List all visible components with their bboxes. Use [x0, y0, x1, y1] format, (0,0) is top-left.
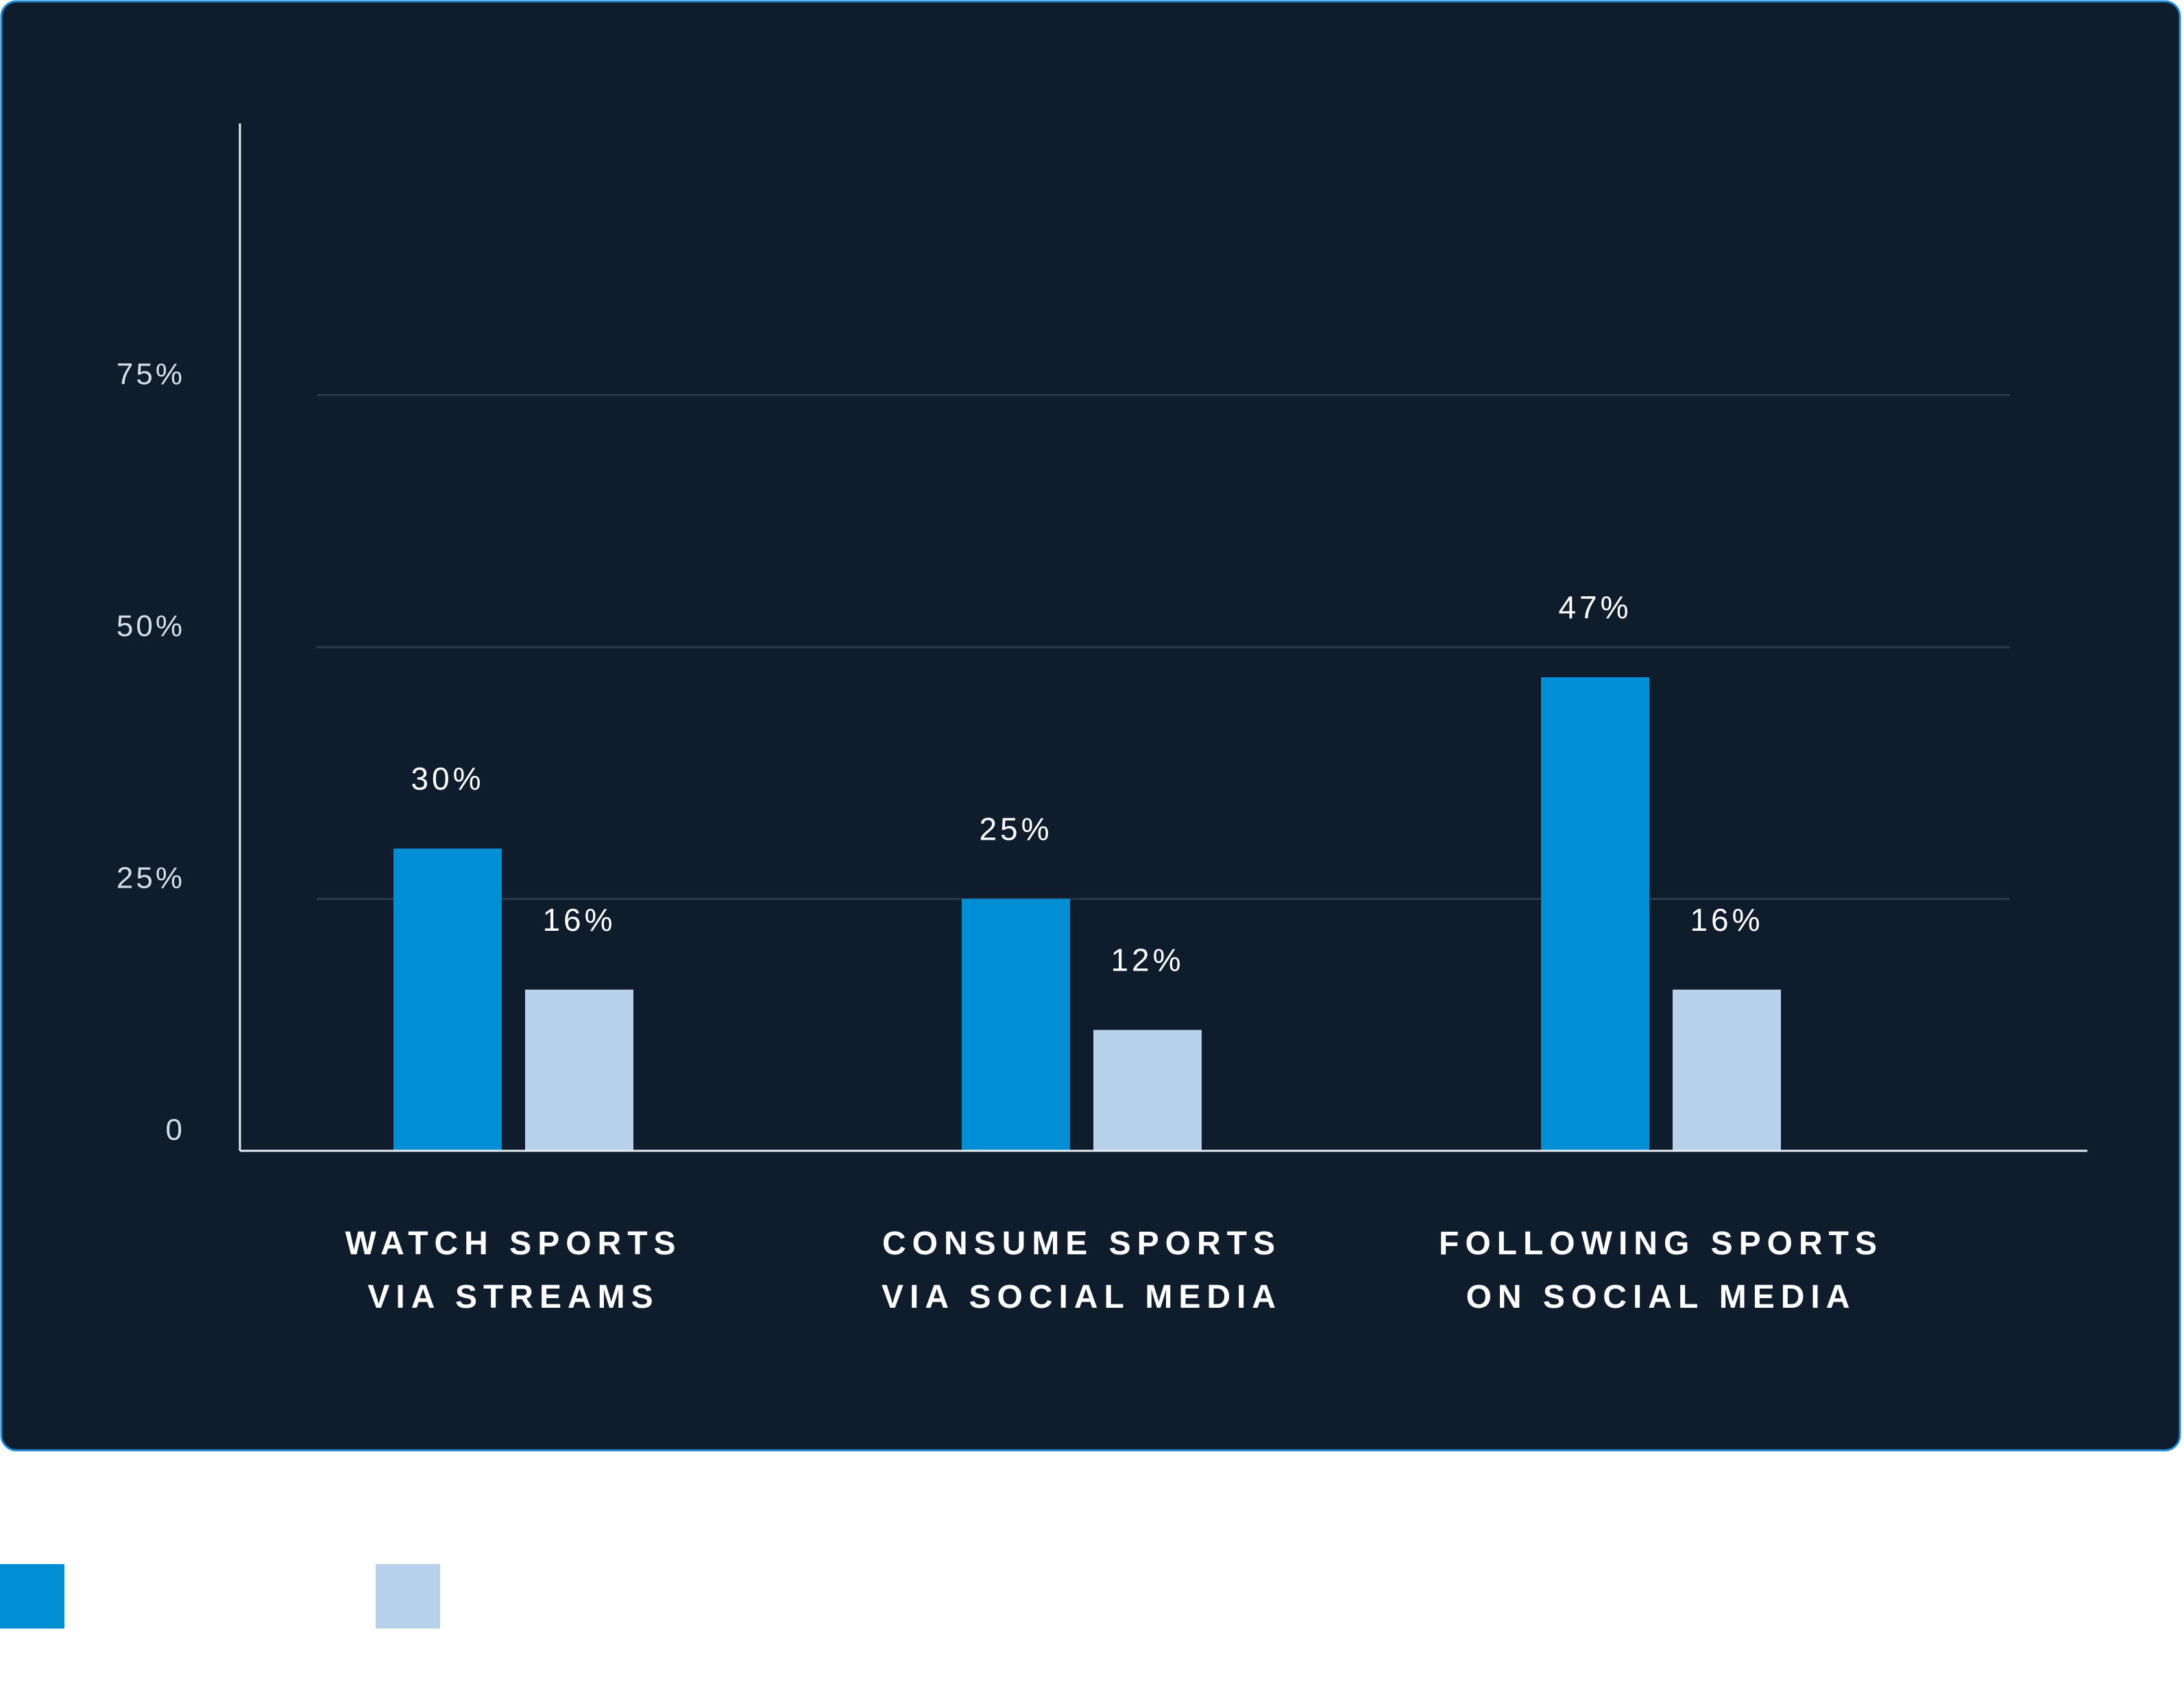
bar-series-2-cat-2 [1093, 1029, 1202, 1151]
legend [0, 1564, 440, 1629]
y-tick-label: 50% [117, 609, 185, 643]
y-tick-labels: 0 25% 50% 75% [117, 358, 185, 1147]
data-label: 16% [1690, 902, 1763, 938]
data-label: 47% [1558, 589, 1631, 625]
bars [393, 677, 1781, 1151]
axes [239, 123, 2087, 1152]
category-label: VIA SOCIAL MEDIA [882, 1279, 1282, 1315]
y-tick-label: 75% [117, 358, 185, 391]
category-label: FOLLOWING SPORTS [1439, 1226, 1883, 1262]
data-label: 30% [411, 761, 484, 796]
bar-series-1-cat-1 [393, 849, 502, 1151]
y-tick-label: 0 [166, 1113, 185, 1147]
category-label: ON SOCIAL MEDIA [1466, 1279, 1856, 1315]
category-labels: WATCH SPORTS VIA STREAMS CONSUME SPORTS VIA… [345, 1226, 1883, 1315]
category-label: VIA STREAMS [367, 1279, 659, 1315]
bar-series-1-cat-3 [1541, 677, 1649, 1151]
y-tick-label: 25% [117, 862, 185, 895]
legend-swatch-series-2 [376, 1564, 440, 1629]
data-label: 16% [542, 902, 616, 938]
data-labels: 30% 25% 47% 16% 12% 16% [411, 589, 1763, 978]
bar-series-2-cat-1 [525, 989, 633, 1151]
bar-series-2-cat-3 [1673, 989, 1781, 1151]
data-label: 12% [1111, 942, 1184, 978]
gridlines [317, 394, 2010, 900]
category-label: CONSUME SPORTS [882, 1226, 1281, 1262]
data-label: 25% [979, 812, 1052, 847]
category-label: WATCH SPORTS [345, 1226, 681, 1262]
bar-series-1-cat-2 [962, 899, 1070, 1151]
legend-swatch-series-1 [0, 1564, 64, 1629]
